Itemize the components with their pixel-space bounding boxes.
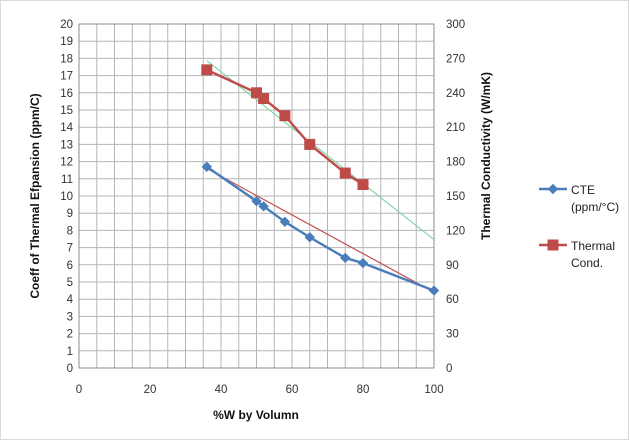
- legend-marker: [547, 239, 559, 251]
- y-left-tick-label: 19: [60, 36, 73, 48]
- legend-label: CTE: [571, 183, 595, 197]
- data-point: [339, 167, 351, 179]
- data-point: [428, 285, 440, 296]
- gridlines: [79, 23, 434, 369]
- data-point: [251, 87, 262, 99]
- data-point: [251, 195, 262, 207]
- y-left-tick-label: 8: [67, 225, 73, 237]
- y-right-tick-label: 60: [446, 294, 459, 306]
- x-tick-labels: 0 20 40 60 80 100: [76, 384, 444, 396]
- data-point: [304, 232, 315, 243]
- y-left-tick-label: 20: [60, 19, 73, 31]
- y-left-tick-label: 2: [67, 329, 73, 341]
- y-left-tick-label: 18: [60, 53, 73, 65]
- series-line: [206, 165, 435, 292]
- y-right-axis-title: Thermal Conductivity (W/mK): [479, 72, 493, 240]
- y-right-tick-label: 30: [446, 329, 459, 341]
- legend-label: Thermal: [571, 239, 615, 253]
- y-left-tick-label: 4: [67, 294, 74, 306]
- data-point: [201, 161, 213, 172]
- y-left-tick-label: 6: [67, 260, 73, 272]
- x-axis-title: %W by Volumn: [213, 408, 299, 422]
- y-left-tick-label: 5: [67, 277, 73, 289]
- y-right-tick-label: 240: [446, 88, 465, 100]
- y-right-tick-labels: 0 30 60 90 120 150 180 210 240 270 300: [446, 19, 465, 375]
- series: [201, 64, 440, 296]
- y-left-tick-label: 7: [67, 243, 73, 255]
- legend-marker: [547, 183, 559, 195]
- series-left: [201, 161, 440, 296]
- plot-frame: [78, 23, 435, 369]
- trendline-right: [206, 60, 435, 241]
- y-left-tick-label: 1: [67, 346, 73, 358]
- legend: CTE (ppm/°C) Thermal Cond.: [539, 183, 619, 270]
- data-point: [357, 257, 369, 269]
- y-left-tick-label: 16: [60, 88, 73, 100]
- y-left-tick-label: 13: [60, 139, 73, 151]
- y-left-tick-label: 14: [60, 122, 73, 134]
- trendlines: [206, 60, 435, 293]
- y-left-tick-label: 10: [60, 191, 73, 203]
- y-left-tick-label: 17: [60, 71, 73, 83]
- data-point: [304, 138, 316, 150]
- x-tick-label: 60: [286, 384, 299, 396]
- data-point: [258, 93, 270, 105]
- y-left-axis-title: Coeff of Thermal Efpansion (ppm/C): [28, 93, 42, 298]
- y-right-tick-label: 90: [446, 260, 459, 272]
- data-point: [201, 64, 213, 76]
- data-point: [279, 110, 291, 122]
- y-left-tick-label: 3: [67, 311, 73, 323]
- data-point: [340, 252, 351, 264]
- plot-border: [78, 23, 435, 369]
- y-right-tick-label: 0: [446, 363, 452, 375]
- y-left-tick-label: 15: [60, 105, 73, 117]
- y-right-tick-label: 180: [446, 157, 465, 169]
- data-point: [279, 216, 291, 228]
- data-point: [258, 201, 269, 212]
- trendline-left: [206, 167, 435, 293]
- x-tick-label: 0: [76, 384, 82, 396]
- legend-label: (ppm/°C): [571, 200, 619, 214]
- legend-label: Cond.: [571, 256, 603, 270]
- x-tick-label: 40: [215, 384, 228, 396]
- y-right-tick-label: 120: [446, 225, 465, 237]
- y-left-tick-label: 9: [67, 208, 73, 220]
- y-left-tick-label: 11: [61, 174, 73, 186]
- series-right: [201, 64, 369, 191]
- y-right-tick-label: 210: [446, 122, 465, 134]
- data-point: [357, 179, 369, 191]
- x-tick-label: 80: [357, 384, 370, 396]
- y-left-tick-label: 0: [67, 363, 73, 375]
- x-tick-label: 20: [144, 384, 157, 396]
- y-right-tick-label: 300: [446, 19, 465, 31]
- y-right-tick-label: 270: [446, 53, 465, 65]
- x-tick-label: 100: [424, 384, 443, 396]
- y-right-tick-label: 150: [446, 191, 465, 203]
- y-left-tick-label: 12: [60, 157, 73, 169]
